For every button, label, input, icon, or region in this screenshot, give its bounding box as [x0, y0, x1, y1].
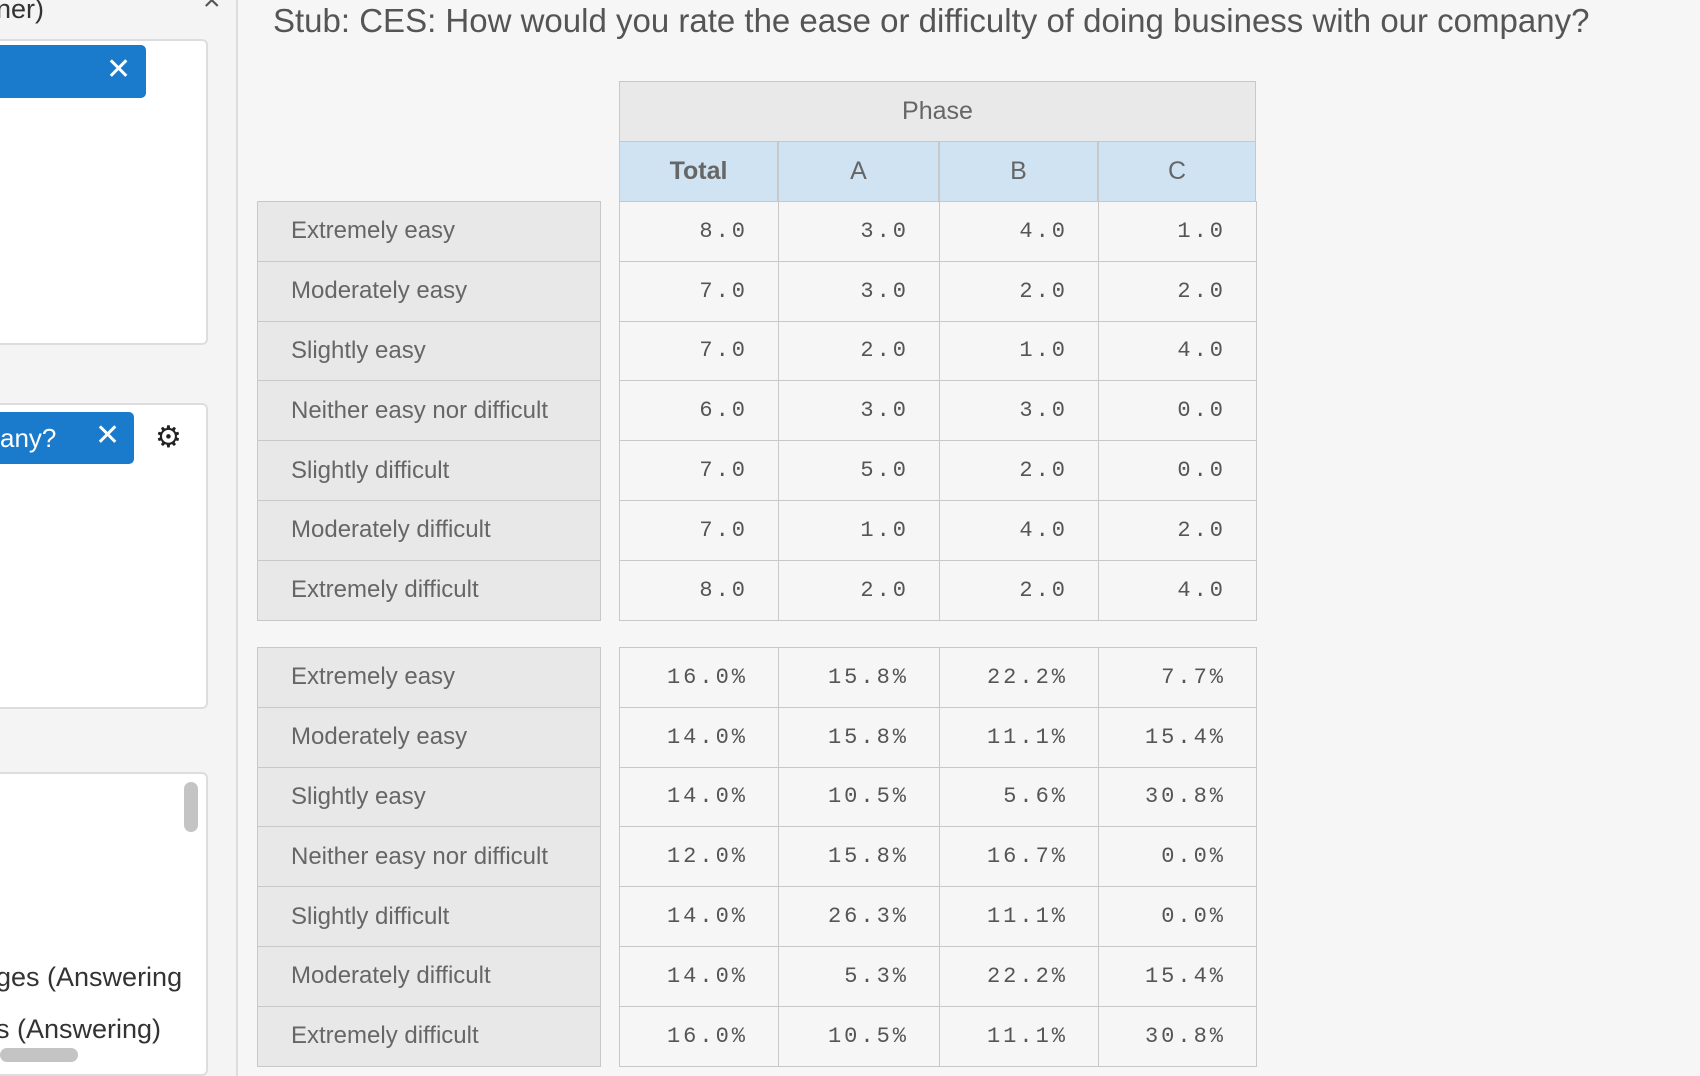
cell: 1.0 — [1098, 201, 1257, 262]
cell: 6.0 — [619, 380, 779, 442]
column-header: A — [778, 141, 939, 202]
sidebar-text: ges (Answering — [0, 962, 183, 992]
row-label: Extremely difficult — [257, 559, 601, 621]
cell: 3.0 — [939, 380, 1099, 442]
cell: 11.1% — [939, 706, 1099, 768]
cell: 30.8% — [1098, 766, 1257, 828]
cell: 0.0% — [1098, 826, 1257, 888]
chip-text: any? — [0, 423, 57, 453]
cell: 15.8% — [778, 706, 940, 768]
cell: 16.7% — [939, 826, 1099, 888]
row-label: Moderately difficult — [257, 946, 601, 1007]
sidebar-text: s (Answering) — [0, 1014, 162, 1044]
cell: 7.0 — [619, 260, 779, 322]
cell: 5.6% — [939, 766, 1099, 828]
panel: ges (Answering s (Answering) — [0, 772, 208, 1076]
cell: 2.0 — [778, 559, 940, 621]
cell: 5.0 — [778, 440, 940, 501]
row-label: Neither easy nor difficult — [257, 826, 601, 888]
scrollbar[interactable] — [184, 782, 198, 832]
cell: 15.8% — [778, 647, 940, 708]
cell: 3.0 — [778, 201, 940, 262]
cell: 3.0 — [778, 260, 940, 322]
row-label: Moderately easy — [257, 706, 601, 768]
cell: 4.0 — [1098, 320, 1257, 382]
row-label: Moderately difficult — [257, 500, 601, 561]
cell: 14.0% — [619, 766, 779, 828]
chip[interactable]: ✕ — [0, 45, 146, 98]
column-header: C — [1098, 141, 1256, 202]
row-label: Slightly easy — [257, 766, 601, 828]
cell: 10.5% — [778, 1005, 940, 1067]
cell: 4.0 — [939, 500, 1099, 561]
row-label: Slightly difficult — [257, 886, 601, 947]
remove-icon[interactable]: ✕ — [106, 53, 132, 86]
cell: 16.0% — [619, 647, 779, 708]
settings-icon[interactable]: ⚙ — [155, 421, 182, 454]
cell: 8.0 — [619, 559, 779, 621]
cell: 8.0 — [619, 201, 779, 262]
cell: 15.4% — [1098, 706, 1257, 768]
cell: 15.4% — [1098, 946, 1257, 1007]
row-label: Neither easy nor difficult — [257, 380, 601, 442]
row-label: Extremely easy — [257, 647, 601, 708]
cell: 2.0 — [1098, 500, 1257, 561]
cell: 4.0 — [939, 201, 1099, 262]
cell: 7.7% — [1098, 647, 1257, 708]
close-icon[interactable]: × — [203, 0, 221, 17]
cell: 22.2% — [939, 946, 1099, 1007]
h-scrollbar[interactable] — [0, 1048, 78, 1062]
title: Stub: CES: How would you rate the ease o… — [273, 2, 1590, 39]
chip[interactable]: any? ✕ — [0, 412, 134, 464]
cell: 0.0 — [1098, 380, 1257, 442]
cell: 7.0 — [619, 320, 779, 382]
cell: 22.2% — [939, 647, 1099, 708]
cell: 4.0 — [1098, 559, 1257, 621]
row-label: Moderately easy — [257, 260, 601, 322]
cell: 10.5% — [778, 766, 940, 828]
cell: 2.0 — [939, 260, 1099, 322]
row-label: Extremely easy — [257, 201, 601, 262]
cell: 16.0% — [619, 1005, 779, 1067]
cell: 1.0 — [778, 500, 940, 561]
cell: 11.1% — [939, 886, 1099, 947]
cell: 11.1% — [939, 1005, 1099, 1067]
sidebar-text: ner) — [0, 0, 45, 24]
row-label: Slightly difficult — [257, 440, 601, 501]
cell: 2.0 — [1098, 260, 1257, 322]
cell: 2.0 — [939, 559, 1099, 621]
sidebar: ner) × ✕ any? ✕ ⚙ ges (Answering s (Answ… — [0, 0, 238, 1076]
cell: 5.3% — [778, 946, 940, 1007]
cell: 12.0% — [619, 826, 779, 888]
cell: 14.0% — [619, 886, 779, 947]
cell: 26.3% — [778, 886, 940, 947]
cell: 1.0 — [939, 320, 1099, 382]
remove-icon[interactable]: ✕ — [95, 419, 121, 452]
cell: 7.0 — [619, 440, 779, 501]
group-header: Phase — [619, 81, 1256, 142]
row-label: Extremely difficult — [257, 1005, 601, 1067]
cell: 2.0 — [778, 320, 940, 382]
cell: 14.0% — [619, 946, 779, 1007]
column-header: B — [939, 141, 1098, 202]
column-header: Total — [619, 141, 778, 202]
cell: 2.0 — [939, 440, 1099, 501]
cell: 14.0% — [619, 706, 779, 768]
cell: 7.0 — [619, 500, 779, 561]
row-label: Slightly easy — [257, 320, 601, 382]
cell: 30.8% — [1098, 1005, 1257, 1067]
cell: 3.0 — [778, 380, 940, 442]
cell: 0.0% — [1098, 886, 1257, 947]
cell: 15.8% — [778, 826, 940, 888]
cell: 0.0 — [1098, 440, 1257, 501]
